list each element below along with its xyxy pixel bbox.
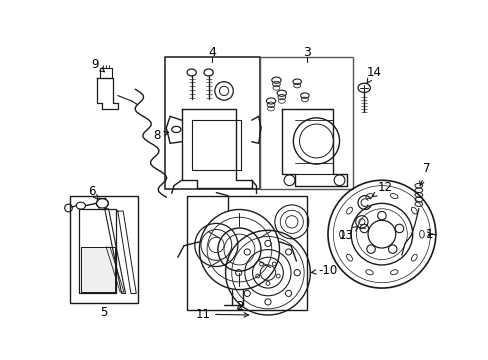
Text: 7: 7 <box>419 162 429 186</box>
Text: 11: 11 <box>195 308 248 321</box>
Text: 9: 9 <box>91 58 104 72</box>
Text: 14: 14 <box>366 66 381 83</box>
Text: 4: 4 <box>208 46 216 59</box>
Text: 3: 3 <box>303 46 310 59</box>
Text: -10: -10 <box>311 264 337 277</box>
Text: 8: 8 <box>153 129 168 142</box>
Bar <box>100 68 112 78</box>
Text: 13: 13 <box>338 226 358 242</box>
Text: 12: 12 <box>371 181 392 197</box>
Bar <box>187 195 306 310</box>
Bar <box>70 195 138 303</box>
Bar <box>164 57 260 189</box>
Text: 1: 1 <box>425 228 432 240</box>
Text: 2: 2 <box>235 300 243 313</box>
Polygon shape <box>81 247 115 292</box>
Text: 6: 6 <box>88 185 98 200</box>
Bar <box>260 57 352 189</box>
Text: 5: 5 <box>100 306 107 319</box>
